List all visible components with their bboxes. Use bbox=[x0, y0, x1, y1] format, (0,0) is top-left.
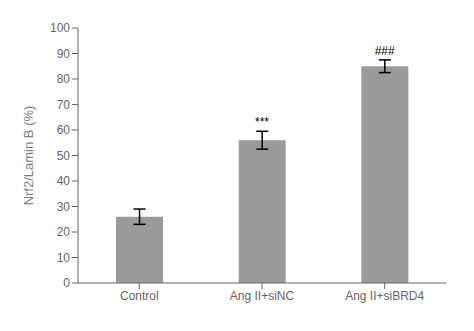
svg-text:Control: Control bbox=[120, 289, 159, 303]
svg-text:40: 40 bbox=[57, 174, 71, 188]
svg-text:100: 100 bbox=[50, 21, 70, 35]
svg-text:50: 50 bbox=[57, 149, 71, 163]
svg-text:10: 10 bbox=[57, 251, 71, 265]
svg-text:80: 80 bbox=[57, 72, 71, 86]
svg-text:***: *** bbox=[255, 115, 269, 129]
svg-text:70: 70 bbox=[57, 98, 71, 112]
svg-text:0: 0 bbox=[63, 276, 70, 290]
svg-text:###: ### bbox=[375, 44, 395, 58]
svg-text:Ang II+siNC: Ang II+siNC bbox=[230, 289, 295, 303]
svg-text:Nrf2/Lamin B (%): Nrf2/Lamin B (%) bbox=[21, 106, 36, 206]
svg-text:90: 90 bbox=[57, 47, 71, 61]
svg-text:30: 30 bbox=[57, 200, 71, 214]
svg-text:20: 20 bbox=[57, 225, 71, 239]
svg-text:60: 60 bbox=[57, 123, 71, 137]
svg-text:Ang II+siBRD4: Ang II+siBRD4 bbox=[345, 289, 424, 303]
